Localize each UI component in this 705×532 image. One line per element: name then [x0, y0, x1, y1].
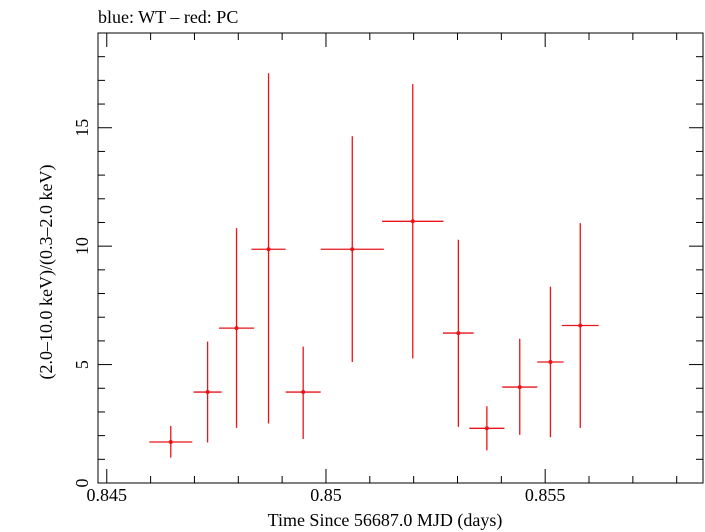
point-marker [301, 390, 306, 395]
data-point [193, 341, 222, 443]
data-point [285, 346, 321, 439]
point-marker [484, 426, 489, 431]
x-tick-label: 0.855 [525, 485, 566, 505]
y-tick-label: 15 [72, 119, 92, 137]
y-tick-label: 5 [72, 360, 92, 369]
data-point [382, 84, 444, 359]
x-tick-label: 0.845 [87, 485, 128, 505]
point-marker [266, 247, 271, 252]
data-point [443, 239, 474, 427]
point-marker [517, 385, 522, 390]
point-marker [548, 359, 553, 364]
chart-title: blue: WT – red: PC [98, 7, 238, 27]
point-marker [410, 219, 415, 224]
data-point [219, 228, 255, 428]
data-point [561, 223, 599, 428]
point-marker [456, 331, 461, 336]
data-point [537, 286, 564, 438]
y-axis-label: (2.0–10.0 keV)/(0.3–2.0 keV) [36, 165, 57, 380]
point-marker [168, 440, 173, 445]
point-marker [234, 326, 239, 331]
data-point [502, 338, 538, 435]
data-point [320, 136, 384, 362]
x-axis-label: Time Since 56687.0 MJD (days) [268, 510, 503, 531]
axis-ticks: 0.845 0.85 0.855 0 5 10 15 [72, 32, 703, 505]
y-tick-label: 10 [72, 237, 92, 255]
y-tick-label: 0 [72, 479, 92, 488]
data-points [149, 73, 599, 458]
point-marker [350, 247, 355, 252]
point-marker [578, 323, 583, 328]
data-point [469, 406, 505, 451]
point-marker [205, 390, 210, 395]
data-point [251, 73, 286, 424]
x-tick-label: 0.85 [310, 485, 342, 505]
data-point [149, 425, 193, 458]
plot-frame [97, 32, 704, 484]
